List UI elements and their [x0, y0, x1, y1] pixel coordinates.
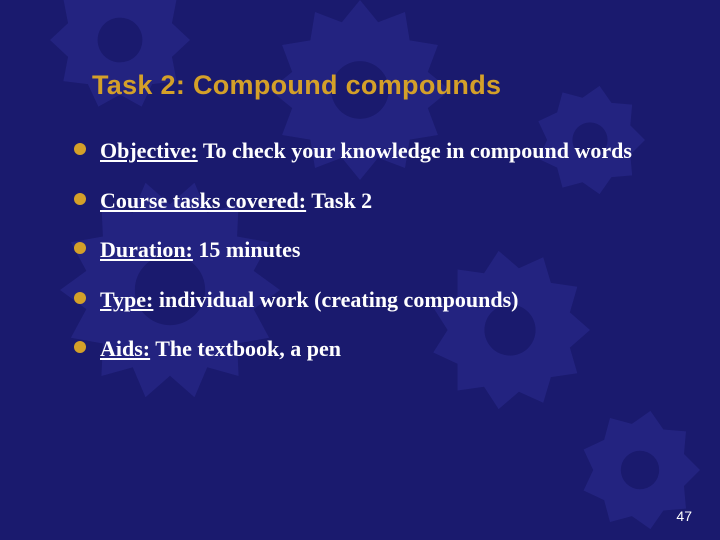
page-number: 47 — [676, 508, 692, 524]
bullet-item: Duration: 15 minutes — [92, 236, 660, 264]
slide: Task 2: Compound compounds Objective: To… — [0, 0, 720, 540]
bullet-label: Aids: — [100, 336, 150, 361]
bullet-label: Objective: — [100, 138, 198, 163]
bullet-label: Type: — [100, 287, 153, 312]
bullet-list: Objective: To check your knowledge in co… — [92, 137, 660, 363]
bullet-value: individual work (creating compounds) — [153, 287, 518, 312]
slide-title: Task 2: Compound compounds — [92, 70, 660, 101]
content-area: Task 2: Compound compounds Objective: To… — [92, 70, 660, 363]
bullet-value: 15 minutes — [193, 237, 301, 262]
bullet-label: Course tasks covered: — [100, 188, 306, 213]
bullet-item: Aids: The textbook, a pen — [92, 335, 660, 363]
bullet-value: Task 2 — [306, 188, 372, 213]
bullet-value: The textbook, a pen — [150, 336, 341, 361]
bullet-value: To check your knowledge in compound word… — [198, 138, 632, 163]
bullet-item: Objective: To check your knowledge in co… — [92, 137, 660, 165]
bullet-item: Course tasks covered: Task 2 — [92, 187, 660, 215]
bullet-label: Duration: — [100, 237, 193, 262]
bullet-item: Type: individual work (creating compound… — [92, 286, 660, 314]
